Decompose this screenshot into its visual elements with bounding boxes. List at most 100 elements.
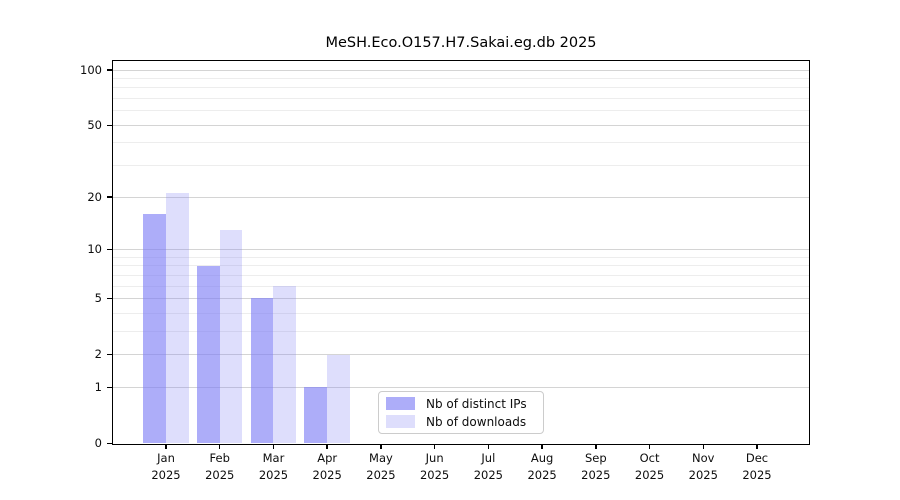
minor-gridline (113, 330, 809, 332)
x-tick-mark (165, 444, 167, 449)
x-tick-month: Dec (745, 451, 769, 465)
legend-swatch-distinct-ips (386, 397, 415, 410)
x-tick-year: 2025 (688, 468, 718, 482)
bar-distinct-ips-apr (304, 387, 328, 444)
major-gridline (113, 69, 809, 71)
x-tick-month: Apr (317, 451, 338, 465)
x-tick-year: 2025 (527, 468, 557, 482)
x-tick-label-may: May 2025 (351, 450, 411, 484)
x-tick-year: 2025 (581, 468, 611, 482)
y-tick-label: 1 (94, 379, 102, 394)
y-tick-mark (107, 386, 112, 389)
x-tick-label-nov: Nov 2025 (673, 450, 733, 484)
bar-distinct-ips-mar (250, 298, 274, 444)
y-tick-label: 100 (80, 62, 102, 77)
minor-gridline (113, 256, 809, 258)
minor-gridline (113, 77, 809, 79)
x-tick-year: 2025 (634, 468, 665, 482)
y-tick-mark (107, 297, 112, 300)
minor-gridline (113, 98, 809, 100)
x-tick-month: Jun (425, 451, 444, 465)
x-tick-mark (272, 444, 275, 449)
x-tick-year: 2025 (473, 468, 503, 482)
y-tick-mark (107, 353, 112, 356)
x-tick-label-mar: Mar 2025 (243, 450, 303, 484)
legend-label-downloads: Nb of downloads (426, 414, 527, 429)
y-tick-label: 20 (87, 189, 102, 204)
x-tick-mark (326, 444, 328, 449)
x-tick-month: Feb (209, 451, 230, 465)
bar-downloads-apr (327, 354, 350, 444)
x-tick-year: 2025 (151, 468, 181, 482)
major-gridline (113, 124, 809, 126)
y-tick-label: 2 (94, 347, 102, 362)
x-tick-month: Sep (584, 451, 607, 465)
x-tick-mark (648, 444, 651, 449)
y-tick-label: 10 (87, 241, 102, 256)
x-tick-month: Jul (481, 451, 496, 465)
x-tick-mark (218, 444, 221, 449)
y-tick-mark (107, 69, 112, 71)
y-tick-mark (107, 196, 112, 198)
major-gridline (113, 354, 809, 356)
x-tick-year: 2025 (312, 468, 342, 482)
legend-entry-distinct-ips: Nb of distinct IPs (386, 397, 543, 411)
x-tick-label-oct: Oct 2025 (620, 450, 680, 484)
bar-distinct-ips-feb (197, 265, 220, 444)
x-tick-month: May (369, 451, 393, 465)
minor-gridline (113, 142, 809, 144)
y-tick-mark (107, 442, 112, 445)
legend-swatch-downloads (386, 415, 415, 428)
x-tick-mark (380, 444, 382, 449)
bar-downloads-jan (166, 193, 189, 444)
y-tick-label: 50 (87, 117, 102, 132)
minor-gridline (113, 285, 809, 287)
major-gridline (113, 297, 809, 299)
major-gridline (113, 386, 809, 388)
minor-gridline (113, 312, 809, 314)
x-tick-mark (595, 444, 597, 449)
bar-downloads-mar (273, 286, 297, 444)
x-tick-mark (487, 444, 490, 449)
x-tick-label-feb: Feb 2025 (190, 450, 250, 484)
x-tick-year: 2025 (366, 468, 396, 482)
minor-gridline (113, 265, 809, 267)
x-tick-label-dec: Dec 2025 (727, 450, 787, 484)
x-tick-month: Mar (262, 451, 285, 465)
x-tick-label-jul: Jul 2025 (458, 450, 518, 484)
major-gridline (113, 196, 809, 198)
y-tick-label: 5 (94, 290, 102, 305)
minor-gridline (113, 110, 809, 112)
x-tick-mark (702, 444, 705, 449)
x-tick-month: Nov (692, 451, 715, 465)
x-tick-month: Jan (157, 451, 175, 465)
minor-gridline (113, 87, 809, 89)
bar-downloads-feb (219, 229, 243, 444)
x-tick-year: 2025 (742, 468, 772, 482)
bar-distinct-ips-jan (143, 214, 166, 444)
y-tick-label: 0 (94, 436, 102, 450)
chart-title: MeSH.Eco.O157.H7.Sakai.eg.db 2025 (325, 35, 597, 51)
legend: Nb of distinct IPs Nb of downloads (378, 391, 544, 434)
x-tick-label-apr: Apr 2025 (297, 450, 357, 484)
x-tick-month: Aug (530, 451, 554, 465)
x-tick-year: 2025 (258, 468, 289, 482)
y-tick-mark (107, 124, 112, 127)
x-tick-label-jan: Jan 2025 (136, 450, 196, 484)
x-tick-label-jun: Jun 2025 (405, 450, 465, 484)
y-tick-mark (107, 248, 112, 251)
legend-label-distinct-ips: Nb of distinct IPs (426, 396, 527, 411)
x-tick-label-sep: Sep 2025 (566, 450, 626, 484)
x-tick-label-aug: Aug 2025 (512, 450, 572, 484)
x-tick-year: 2025 (419, 468, 450, 482)
x-tick-year: 2025 (205, 468, 235, 482)
minor-gridline (113, 274, 809, 276)
x-tick-mark (756, 444, 758, 449)
x-tick-mark (541, 444, 543, 449)
x-tick-mark (433, 444, 436, 449)
minor-gridline (113, 165, 809, 167)
legend-entry-downloads: Nb of downloads (386, 415, 543, 429)
x-tick-month: Oct (639, 451, 660, 465)
major-gridline (113, 248, 809, 250)
